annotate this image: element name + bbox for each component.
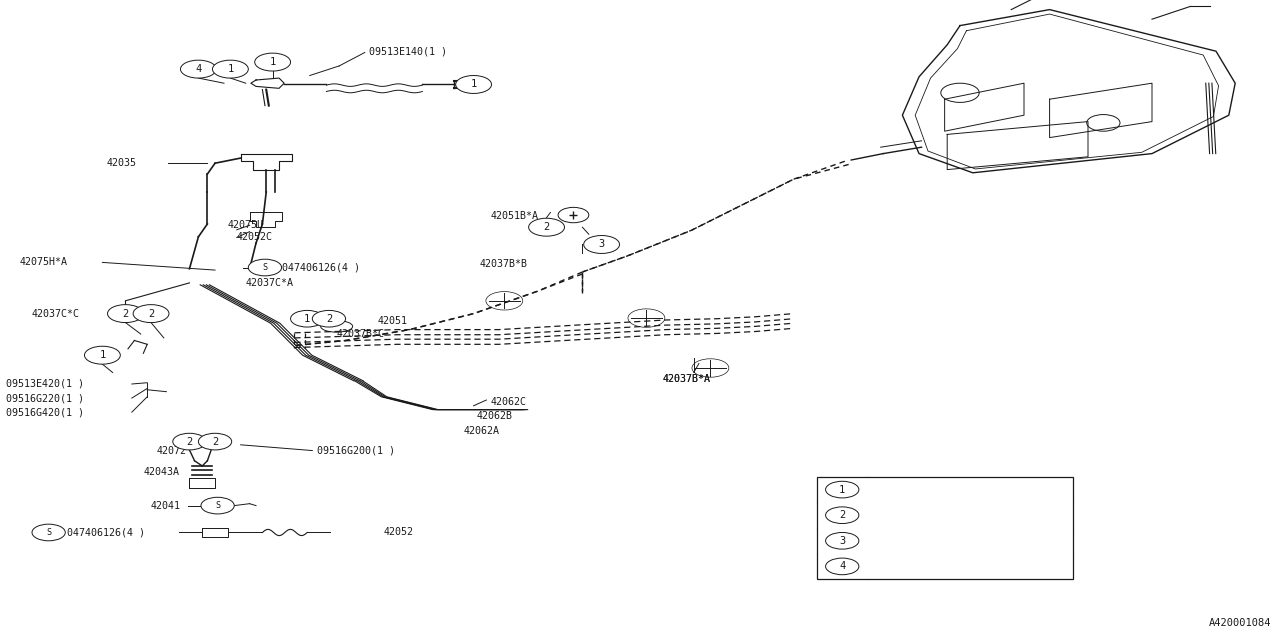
Text: 42062A: 42062A	[463, 426, 499, 436]
Circle shape	[248, 259, 282, 276]
Text: W18601: W18601	[878, 536, 915, 546]
Circle shape	[180, 60, 216, 78]
Circle shape	[173, 433, 206, 450]
Text: 4: 4	[196, 64, 201, 74]
Circle shape	[584, 236, 620, 253]
Text: 42051B*A: 42051B*A	[490, 211, 539, 221]
Text: 2: 2	[148, 308, 154, 319]
Text: 2: 2	[544, 222, 549, 232]
Text: 42051: 42051	[378, 316, 407, 326]
Text: 09516G220(1 ): 09516G220(1 )	[6, 393, 84, 403]
Text: 1: 1	[270, 57, 275, 67]
Text: 1: 1	[228, 64, 233, 74]
Text: 42035: 42035	[106, 158, 136, 168]
Text: 42037B*A: 42037B*A	[663, 374, 712, 384]
Circle shape	[826, 558, 859, 575]
Circle shape	[32, 524, 65, 541]
Bar	[817, 477, 1073, 579]
Text: 42041: 42041	[151, 500, 180, 511]
Circle shape	[529, 218, 564, 236]
Text: A420001084: A420001084	[1208, 618, 1271, 628]
Circle shape	[456, 76, 492, 93]
Text: 047406126(4 ): 047406126(4 )	[282, 262, 360, 273]
Text: 42037B*B: 42037B*B	[480, 259, 529, 269]
Text: 092310504(6 ): 092310504(6 )	[878, 484, 959, 495]
Text: 09513E140(1 ): 09513E140(1 )	[369, 46, 447, 56]
Text: 42075H*A: 42075H*A	[19, 257, 68, 268]
Text: 1: 1	[100, 350, 105, 360]
Text: 42084A: 42084A	[202, 65, 238, 76]
Text: 42037B*A: 42037B*A	[663, 374, 712, 384]
Text: S: S	[262, 263, 268, 272]
Text: 1: 1	[305, 314, 310, 324]
Circle shape	[826, 481, 859, 498]
Text: 2: 2	[326, 314, 332, 324]
Text: 1: 1	[840, 484, 845, 495]
Text: 42037C*A: 42037C*A	[246, 278, 294, 288]
Circle shape	[826, 532, 859, 549]
Circle shape	[312, 310, 346, 327]
Text: 2: 2	[212, 436, 218, 447]
Circle shape	[198, 433, 232, 450]
Text: 42052C: 42052C	[237, 232, 273, 242]
Text: S: S	[215, 501, 220, 510]
Text: 42075U: 42075U	[228, 220, 264, 230]
Text: 1: 1	[471, 79, 476, 90]
Text: 2: 2	[123, 308, 128, 319]
Text: 42052: 42052	[384, 527, 413, 538]
Text: 42037B*C: 42037B*C	[337, 329, 384, 339]
Text: 42062B: 42062B	[476, 411, 512, 421]
Text: 42037C*C: 42037C*C	[32, 308, 79, 319]
Circle shape	[108, 305, 143, 323]
Text: 2: 2	[187, 436, 192, 447]
Text: 09516G420(1 ): 09516G420(1 )	[6, 407, 84, 417]
Text: 4: 4	[840, 561, 845, 572]
Text: 42072: 42072	[156, 445, 186, 456]
Text: 42043A: 42043A	[143, 467, 179, 477]
Text: S: S	[46, 528, 51, 537]
Text: 42062C: 42062C	[490, 397, 526, 407]
Text: 3: 3	[840, 536, 845, 546]
Circle shape	[826, 507, 859, 524]
Text: 047406126(4 ): 047406126(4 )	[67, 527, 145, 538]
Text: 09516G200(1 ): 09516G200(1 )	[317, 445, 396, 456]
Circle shape	[212, 60, 248, 78]
Text: 42037C*B: 42037C*B	[878, 510, 928, 520]
Text: 09513E420(1 ): 09513E420(1 )	[6, 379, 84, 389]
Circle shape	[84, 346, 120, 364]
Circle shape	[133, 305, 169, 323]
Text: 3: 3	[599, 239, 604, 250]
Text: 42075H*B: 42075H*B	[878, 561, 928, 572]
Circle shape	[255, 53, 291, 71]
Circle shape	[291, 310, 324, 327]
Circle shape	[201, 497, 234, 514]
Text: 2: 2	[840, 510, 845, 520]
